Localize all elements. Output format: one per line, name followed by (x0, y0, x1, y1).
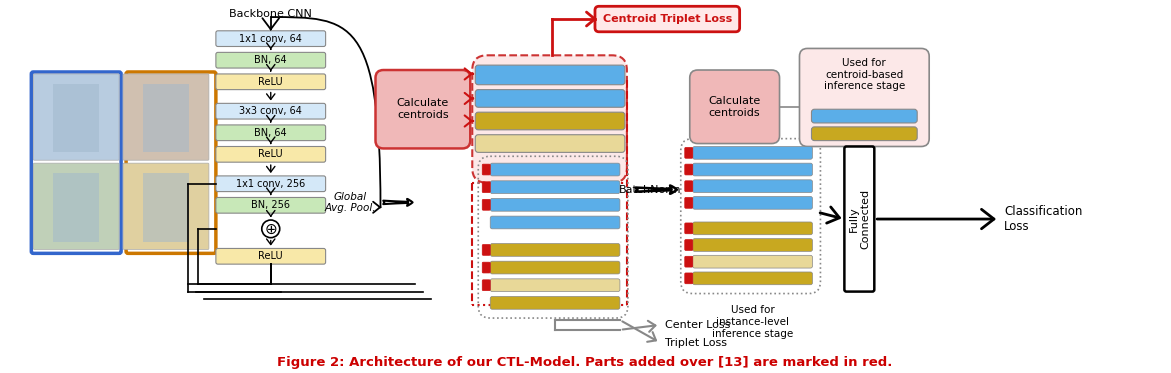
Text: Global
Avg. Pool.: Global Avg. Pool. (324, 192, 376, 213)
FancyBboxPatch shape (376, 70, 471, 148)
FancyBboxPatch shape (215, 74, 326, 90)
FancyBboxPatch shape (215, 125, 326, 141)
FancyBboxPatch shape (693, 197, 813, 209)
Text: Calculate
centroids: Calculate centroids (708, 96, 761, 117)
FancyBboxPatch shape (491, 261, 619, 274)
Bar (53, 84, 100, 153)
Text: Used for
centroid-based
inference stage: Used for centroid-based inference stage (823, 58, 905, 91)
FancyBboxPatch shape (123, 74, 208, 160)
FancyBboxPatch shape (693, 272, 813, 285)
FancyBboxPatch shape (475, 90, 625, 107)
Text: ⊕: ⊕ (265, 222, 278, 237)
FancyBboxPatch shape (33, 74, 119, 160)
FancyBboxPatch shape (475, 65, 625, 85)
FancyBboxPatch shape (690, 70, 780, 144)
FancyBboxPatch shape (685, 164, 693, 175)
FancyBboxPatch shape (215, 147, 326, 162)
FancyBboxPatch shape (693, 147, 813, 159)
FancyBboxPatch shape (693, 180, 813, 192)
Text: Calculate
centroids: Calculate centroids (397, 98, 448, 120)
FancyBboxPatch shape (685, 256, 693, 267)
Bar (53, 173, 100, 242)
FancyBboxPatch shape (491, 279, 619, 292)
FancyBboxPatch shape (215, 103, 326, 119)
Text: Triplet Loss: Triplet Loss (665, 338, 727, 348)
FancyBboxPatch shape (693, 222, 813, 235)
FancyBboxPatch shape (475, 112, 625, 130)
FancyBboxPatch shape (33, 163, 119, 250)
FancyBboxPatch shape (482, 182, 491, 192)
Text: Fully
Connected: Fully Connected (849, 189, 870, 249)
FancyBboxPatch shape (215, 176, 326, 192)
FancyBboxPatch shape (685, 197, 693, 208)
FancyBboxPatch shape (595, 6, 740, 32)
FancyBboxPatch shape (475, 135, 625, 153)
Text: BN, 256: BN, 256 (252, 200, 290, 210)
Text: BatchNorm: BatchNorm (618, 185, 682, 195)
FancyBboxPatch shape (685, 181, 693, 192)
Text: 3x3 conv, 64: 3x3 conv, 64 (239, 106, 302, 116)
Text: Backbone CNN: Backbone CNN (230, 9, 313, 19)
FancyBboxPatch shape (482, 280, 491, 291)
Text: ReLU: ReLU (259, 77, 283, 87)
FancyBboxPatch shape (685, 223, 693, 234)
Text: 1x1 conv, 64: 1x1 conv, 64 (239, 34, 302, 44)
FancyBboxPatch shape (482, 200, 491, 210)
FancyBboxPatch shape (126, 72, 215, 253)
Text: Centroid Triplet Loss: Centroid Triplet Loss (603, 14, 732, 24)
Text: ReLU: ReLU (259, 149, 283, 159)
FancyBboxPatch shape (472, 55, 626, 183)
FancyBboxPatch shape (491, 297, 619, 309)
FancyBboxPatch shape (693, 255, 813, 268)
FancyBboxPatch shape (215, 52, 326, 68)
FancyBboxPatch shape (482, 164, 491, 175)
FancyBboxPatch shape (491, 163, 619, 176)
FancyBboxPatch shape (812, 127, 917, 141)
FancyBboxPatch shape (693, 163, 813, 176)
FancyBboxPatch shape (215, 31, 326, 47)
Text: Used for
instance-level
inference stage: Used for instance-level inference stage (712, 305, 793, 339)
Text: Classification
Loss: Classification Loss (1004, 205, 1082, 233)
FancyBboxPatch shape (685, 147, 693, 158)
Text: Center Loss: Center Loss (665, 320, 731, 330)
FancyBboxPatch shape (844, 147, 875, 292)
FancyBboxPatch shape (123, 163, 208, 250)
FancyBboxPatch shape (215, 248, 326, 264)
Text: ReLU: ReLU (259, 251, 283, 261)
FancyBboxPatch shape (685, 239, 693, 250)
FancyBboxPatch shape (491, 181, 619, 194)
FancyBboxPatch shape (482, 245, 491, 255)
Text: BN, 64: BN, 64 (254, 128, 287, 138)
FancyBboxPatch shape (685, 273, 693, 284)
FancyBboxPatch shape (482, 262, 491, 273)
FancyBboxPatch shape (800, 48, 929, 147)
FancyBboxPatch shape (32, 72, 121, 253)
FancyBboxPatch shape (491, 198, 619, 211)
Circle shape (262, 220, 280, 238)
FancyBboxPatch shape (693, 239, 813, 251)
Text: 1x1 conv, 256: 1x1 conv, 256 (237, 179, 306, 189)
FancyBboxPatch shape (812, 109, 917, 123)
Bar (143, 84, 189, 153)
FancyBboxPatch shape (491, 216, 619, 229)
Text: Figure 2: Architecture of our CTL-Model. Parts added over [13] are marked in red: Figure 2: Architecture of our CTL-Model.… (278, 356, 892, 369)
FancyBboxPatch shape (491, 244, 619, 256)
Bar (143, 173, 189, 242)
Text: BN, 64: BN, 64 (254, 55, 287, 65)
FancyBboxPatch shape (215, 197, 326, 213)
